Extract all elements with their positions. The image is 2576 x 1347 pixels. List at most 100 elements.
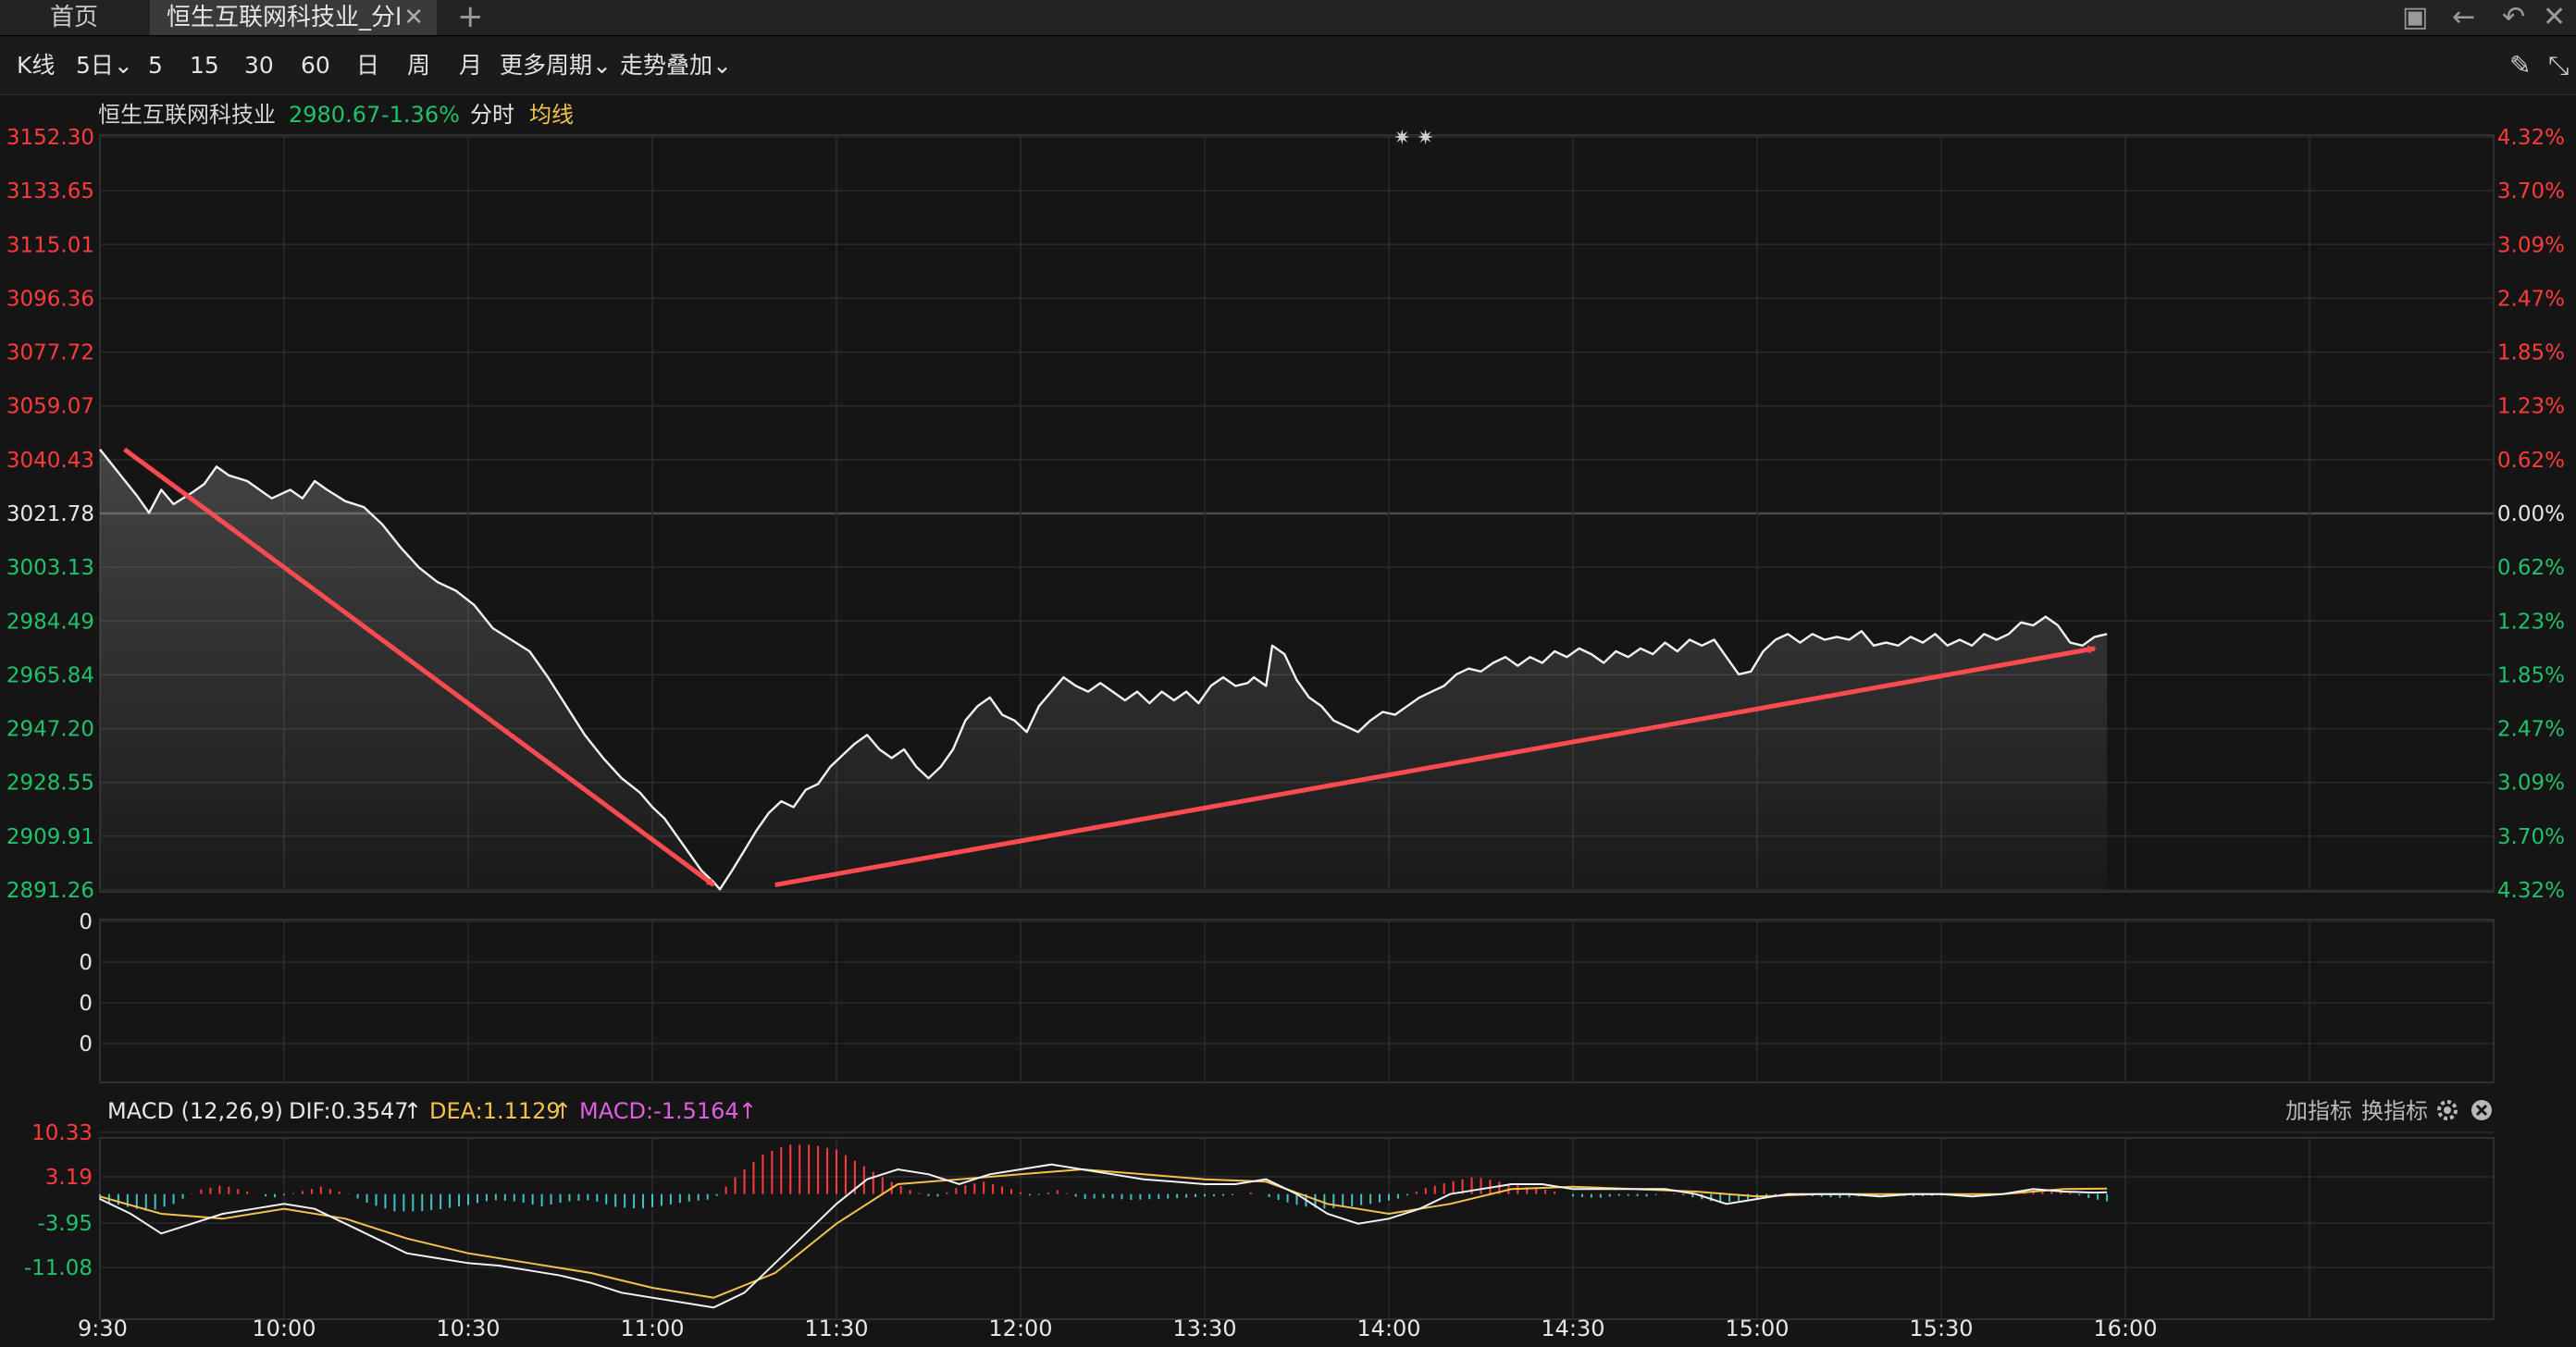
- expand-icon[interactable]: ⤡: [2548, 50, 2570, 80]
- y-right-tick: 3.09%: [2497, 233, 2565, 257]
- dif-arrow-icon: ↑: [403, 1098, 422, 1124]
- tab-bar: 首页 恒生互联网科技业_分l ✕ + ▣ ← ↶ ✕: [0, 0, 2576, 36]
- timeshare-mode[interactable]: 分时: [470, 102, 514, 128]
- macd-dif-value: DIF:0.3547: [289, 1098, 409, 1124]
- event-marks: ✷ ✷: [1393, 127, 1434, 150]
- x-tick: 11:00: [620, 1316, 684, 1341]
- close-icon[interactable]: ✕: [403, 4, 424, 31]
- x-tick: 15:30: [1909, 1316, 1973, 1341]
- period-month[interactable]: 月: [459, 52, 483, 79]
- y-left-tick: 3115.01: [6, 233, 94, 257]
- period-5[interactable]: 5: [148, 52, 163, 79]
- y-left-tick: 3059.07: [6, 395, 94, 419]
- y-left-tick: 3096.36: [6, 287, 94, 311]
- volume-panel-border: [99, 919, 2495, 1083]
- macd-arrow-icon: ↑: [738, 1098, 757, 1124]
- y-right-tick: 3.70%: [2497, 825, 2565, 849]
- volume-tick: 0: [79, 992, 93, 1016]
- y-right-tick: 4.32%: [2497, 879, 2565, 903]
- period-5d-label: 5日: [76, 52, 114, 79]
- add-indicator-button[interactable]: 加指标: [2285, 1098, 2352, 1124]
- x-tick: 11:30: [804, 1316, 868, 1341]
- tab-active[interactable]: 恒生互联网科技业_分l ✕: [150, 0, 437, 35]
- more-periods-dropdown[interactable]: 更多周期⌄: [500, 37, 612, 94]
- switch-indicator-button[interactable]: 换指标: [2361, 1098, 2428, 1124]
- y-right-tick: 1.85%: [2497, 341, 2565, 365]
- macd-tick: 3.19: [45, 1166, 93, 1190]
- y-right-tick: 2.47%: [2497, 287, 2565, 311]
- window-close-icon[interactable]: ✕: [2543, 1, 2567, 33]
- up-trend-arrow: [774, 645, 2097, 888]
- add-tab-icon[interactable]: +: [457, 0, 484, 35]
- y-right-tick: 3.70%: [2497, 179, 2565, 204]
- period-week[interactable]: 周: [407, 52, 431, 79]
- price-change: -1.36%: [381, 102, 460, 128]
- overlay-label: 走势叠加: [620, 52, 713, 79]
- y-left-tick: 2984.49: [6, 610, 94, 634]
- y-left-tick: 3133.65: [6, 179, 94, 204]
- period-day[interactable]: 日: [356, 52, 380, 79]
- chevron-down-icon: ⌄: [592, 52, 612, 79]
- index-name: 恒生互联网科技业: [98, 102, 276, 128]
- volume-tick: 0: [79, 1032, 93, 1057]
- volume-tick: 0: [79, 951, 93, 975]
- y-right-tick: 0.62%: [2497, 449, 2565, 473]
- y-right-tick: 4.32%: [2497, 126, 2565, 150]
- macd-tick: 10.33: [31, 1121, 93, 1145]
- macd-dea-value: DEA:1.1129: [429, 1098, 561, 1124]
- y-left-tick: 3040.43: [6, 449, 94, 473]
- y-left-tick: 2891.26: [6, 879, 94, 903]
- y-right-tick: 3.09%: [2497, 772, 2565, 796]
- undo-icon[interactable]: ↶: [2502, 1, 2526, 33]
- x-tick: 15:00: [1725, 1316, 1789, 1341]
- macd-tick: -3.95: [37, 1212, 93, 1236]
- macd-tick: -11.08: [24, 1256, 93, 1280]
- macd-label: MACD (12,26,9): [107, 1098, 283, 1124]
- tab-active-label: 恒生互联网科技业_分l: [167, 4, 402, 31]
- down-trend-arrow: [123, 447, 715, 887]
- x-tick: 9:30: [78, 1316, 128, 1341]
- kline-button[interactable]: K线: [17, 52, 56, 79]
- y-left-tick: 2947.20: [6, 718, 94, 742]
- close-indicator-icon[interactable]: [2471, 1100, 2492, 1120]
- x-tick: 10:30: [436, 1316, 500, 1341]
- y-left-tick: 3003.13: [6, 556, 94, 580]
- y-right-tick: 1.23%: [2497, 395, 2565, 419]
- macd-dif-line: [99, 1163, 2108, 1309]
- window-icon[interactable]: ▣: [2402, 1, 2429, 33]
- gear-icon[interactable]: [2437, 1100, 2458, 1120]
- avg-line-toggle[interactable]: 均线: [529, 102, 574, 128]
- y-right-tick: 2.47%: [2497, 718, 2565, 742]
- more-periods-label: 更多周期: [500, 52, 593, 79]
- macd-dea-line: [99, 1168, 2108, 1299]
- current-price: 2980.67: [289, 102, 380, 128]
- period-60[interactable]: 60: [301, 52, 330, 79]
- period-toolbar: K线 5日⌄ 5 15 30 60 日 周 月 更多周期⌄ 走势叠加⌄ ✎ ⤡: [0, 37, 2576, 95]
- back-icon[interactable]: ←: [2452, 1, 2476, 33]
- y-right-tick: 1.85%: [2497, 663, 2565, 687]
- y-right-tick: 0.00%: [2497, 502, 2565, 526]
- y-right-tick: 0.62%: [2497, 556, 2565, 580]
- y-right-tick: 1.23%: [2497, 610, 2565, 634]
- period-5d[interactable]: 5日⌄: [76, 37, 133, 94]
- x-tick: 13:30: [1172, 1316, 1236, 1341]
- macd-panel-border: [99, 1137, 2495, 1320]
- dea-arrow-icon: ↑: [553, 1098, 572, 1124]
- period-15[interactable]: 15: [190, 52, 219, 79]
- y-left-tick: 2965.84: [6, 663, 94, 687]
- overlay-dropdown[interactable]: 走势叠加⌄: [620, 37, 732, 94]
- y-left-tick: 3077.72: [6, 341, 94, 365]
- x-tick: 14:00: [1356, 1316, 1420, 1341]
- macd-macd-value: MACD:-1.5164: [579, 1098, 739, 1124]
- period-30[interactable]: 30: [244, 52, 274, 79]
- pen-icon[interactable]: ✎: [2509, 50, 2532, 80]
- y-left-tick: 2909.91: [6, 825, 94, 849]
- y-left-tick: 2928.55: [6, 772, 94, 796]
- volume-tick: 0: [79, 910, 93, 934]
- x-tick: 10:00: [252, 1316, 316, 1341]
- x-tick: 16:00: [2093, 1316, 2157, 1341]
- price-area: [100, 449, 2108, 890]
- x-tick: 14:30: [1541, 1316, 1604, 1341]
- tab-home[interactable]: 首页: [49, 4, 98, 31]
